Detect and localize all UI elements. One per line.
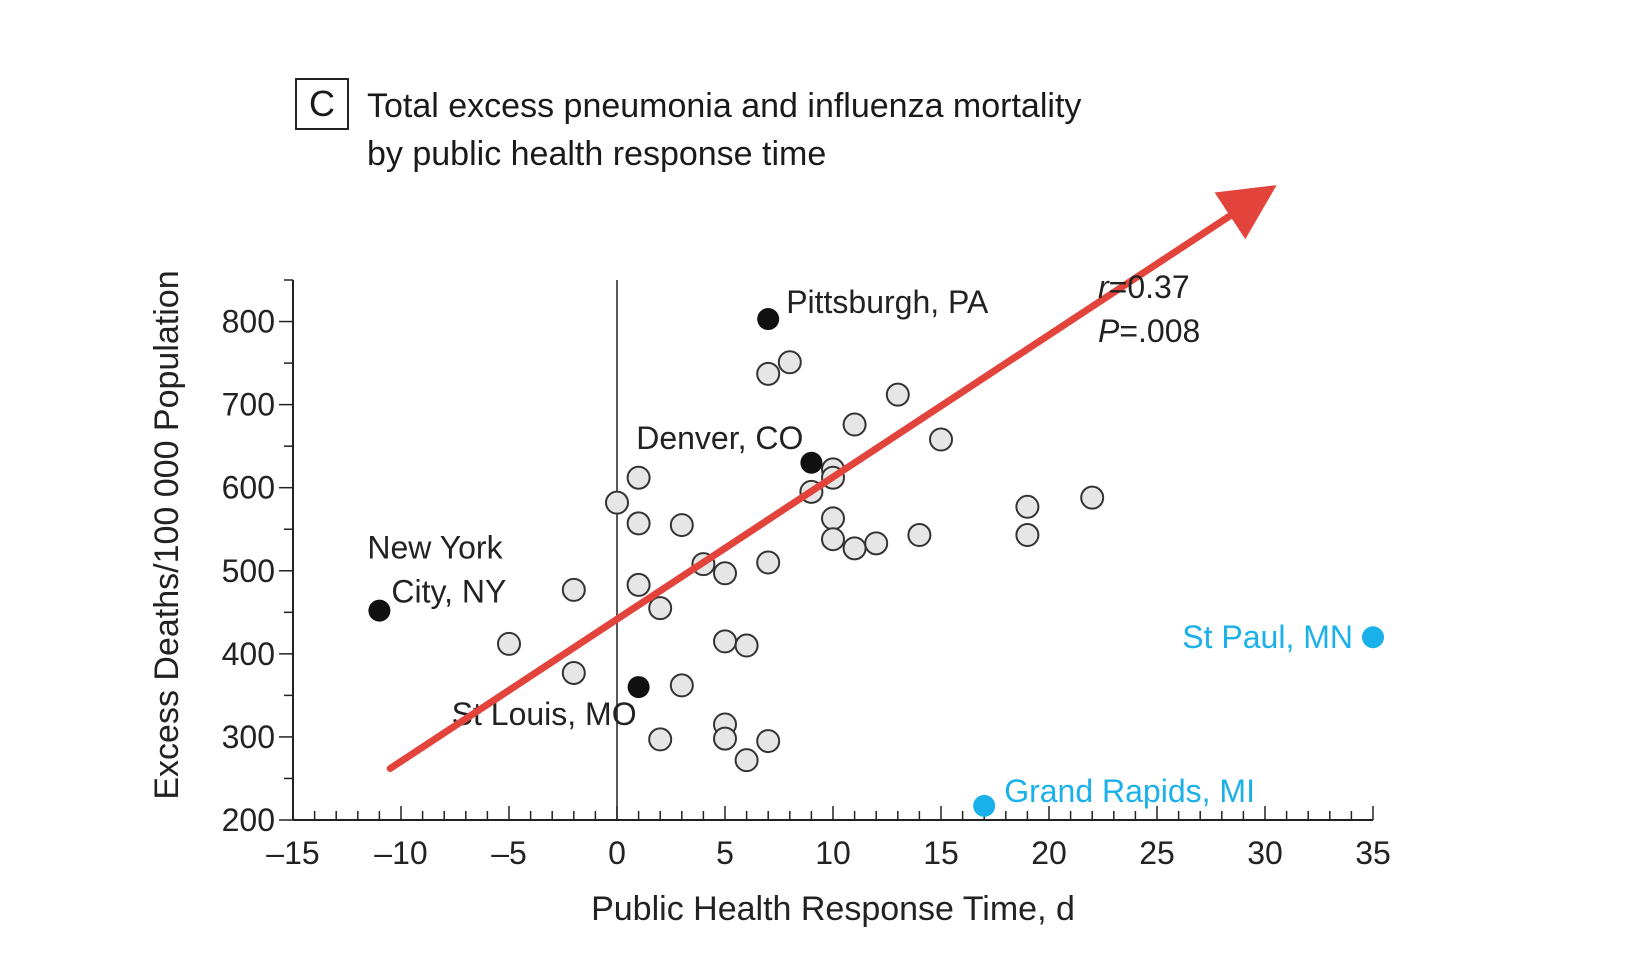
stat-r: r=0.37 [1098, 269, 1190, 305]
x-tick-label: –5 [491, 835, 527, 871]
data-point [1015, 523, 1040, 548]
chart-title: Total excess pneumonia and influenza mor… [367, 82, 1081, 178]
point-label-pittsburgh: Pittsburgh, PA [786, 284, 989, 320]
data-point [885, 382, 910, 407]
outlier-point [1362, 626, 1384, 649]
data-point [497, 631, 521, 656]
x-tick-label: –15 [266, 835, 319, 871]
axes: –15 –10 –5 0 5 10 15 20 25 30 35 200 300 400 500 600 700… [148, 270, 1391, 928]
stat-p: P=.008 [1098, 313, 1200, 349]
x-tick-label: 15 [923, 835, 959, 871]
stats: r=0.37 P=.008 [1098, 269, 1200, 349]
x-tick-label: 0 [608, 835, 626, 871]
data-point [734, 748, 759, 773]
x-tick-label: 25 [1139, 835, 1175, 871]
x-tick-label: 5 [716, 835, 734, 871]
data-point [842, 412, 867, 437]
data-point [821, 527, 845, 552]
point-labels: Pittsburgh, PA Denver, CO New York City, NY… [367, 284, 1353, 809]
chart-title-line-2: by public health response time [367, 135, 827, 173]
y-tick-label: 400 [222, 636, 275, 672]
data-point [669, 673, 694, 698]
point-label-st-paul: St Paul, MN [1182, 619, 1353, 655]
highlighted-point [627, 676, 650, 699]
data-point [626, 572, 651, 597]
data-point [929, 427, 953, 452]
data-point [756, 729, 781, 754]
data-point [626, 511, 651, 536]
y-tick-label: 300 [222, 719, 275, 755]
data-point [756, 361, 781, 386]
data-point [669, 513, 694, 538]
data-point [561, 577, 586, 602]
data-point [756, 550, 781, 575]
point-label-denver: Denver, CO [636, 420, 803, 456]
chart-title-line-1: Total excess pneumonia and influenza mor… [367, 87, 1082, 125]
y-tick-label: 800 [222, 304, 275, 340]
data-point [1080, 485, 1105, 510]
data-point [648, 596, 673, 621]
x-tick-label: 35 [1355, 835, 1391, 871]
y-tick-label: 500 [222, 553, 275, 589]
data-point [1015, 494, 1040, 519]
point-label-new-york-line-1: New York [367, 530, 503, 566]
y-tick-label: 700 [222, 387, 275, 423]
highlighted-point [757, 308, 780, 331]
highlighted-point [368, 599, 391, 622]
data-point [605, 490, 629, 515]
x-tick-label: 30 [1247, 835, 1283, 871]
data-point [648, 727, 673, 752]
data-point [713, 726, 737, 751]
panel-label: C [295, 78, 349, 130]
y-axis-label: Excess Deaths/100 000 Population [148, 270, 186, 799]
point-label-grand-rapids: Grand Rapids, MI [1004, 773, 1255, 809]
x-tick-label: –10 [374, 835, 427, 871]
y-tick-label: 200 [222, 802, 275, 838]
data-point [713, 561, 737, 586]
y-tick-label: 600 [222, 470, 275, 506]
data-point [626, 465, 651, 490]
outlier-point [973, 794, 996, 817]
highlighted-point [800, 451, 823, 474]
data-point [907, 523, 932, 548]
x-tick-label: 10 [815, 835, 851, 871]
data-point [864, 531, 889, 556]
point-label-st-louis: St Louis, MO [452, 696, 637, 732]
point-label-new-york-line-2: City, NY [391, 574, 506, 610]
data-points [368, 308, 1384, 817]
data-point [842, 536, 867, 561]
x-axis-label: Public Health Response Time, d [591, 890, 1075, 928]
x-tick-label: 20 [1031, 835, 1067, 871]
trend-arrow [386, 185, 1277, 772]
trend-arrow-layer [386, 185, 1277, 772]
data-point [734, 633, 759, 658]
data-point [777, 350, 802, 375]
data-point [713, 629, 737, 654]
data-point [561, 660, 586, 685]
data-point [821, 506, 845, 531]
